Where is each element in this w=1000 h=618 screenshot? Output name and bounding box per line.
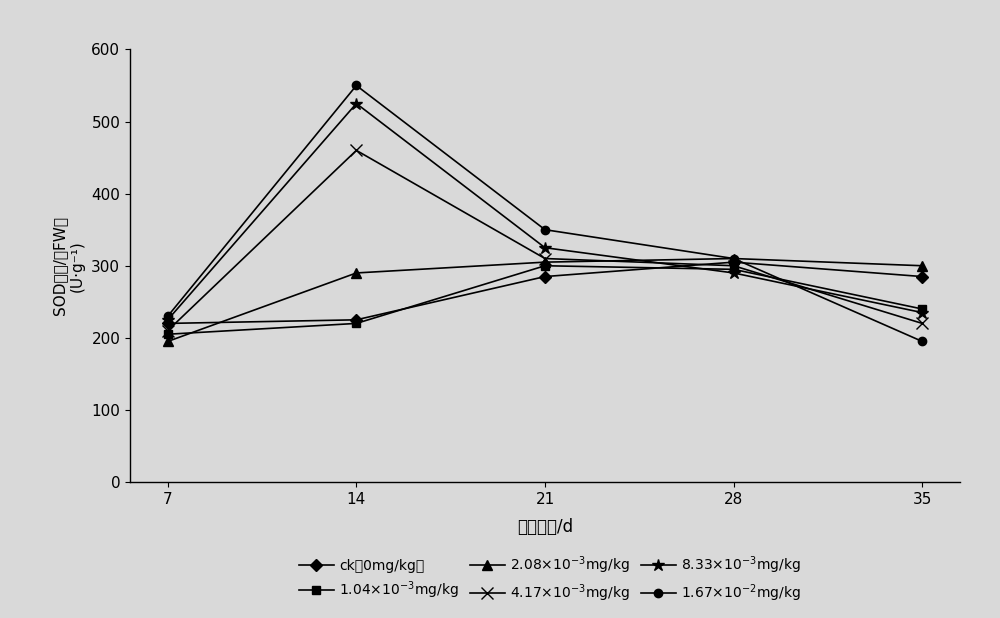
Y-axis label: SOD活性/（FW）
(U·g⁻¹): SOD活性/（FW） (U·g⁻¹) — [52, 216, 84, 315]
Legend: ck（0mg/kg）, 1.04$\times$10$^{-3}$mg/kg, 2.08$\times$10$^{-3}$mg/kg, 4.17$\times$: ck（0mg/kg）, 1.04$\times$10$^{-3}$mg/kg, … — [292, 547, 808, 611]
X-axis label: 移栽时间/d: 移栽时间/d — [517, 518, 573, 536]
